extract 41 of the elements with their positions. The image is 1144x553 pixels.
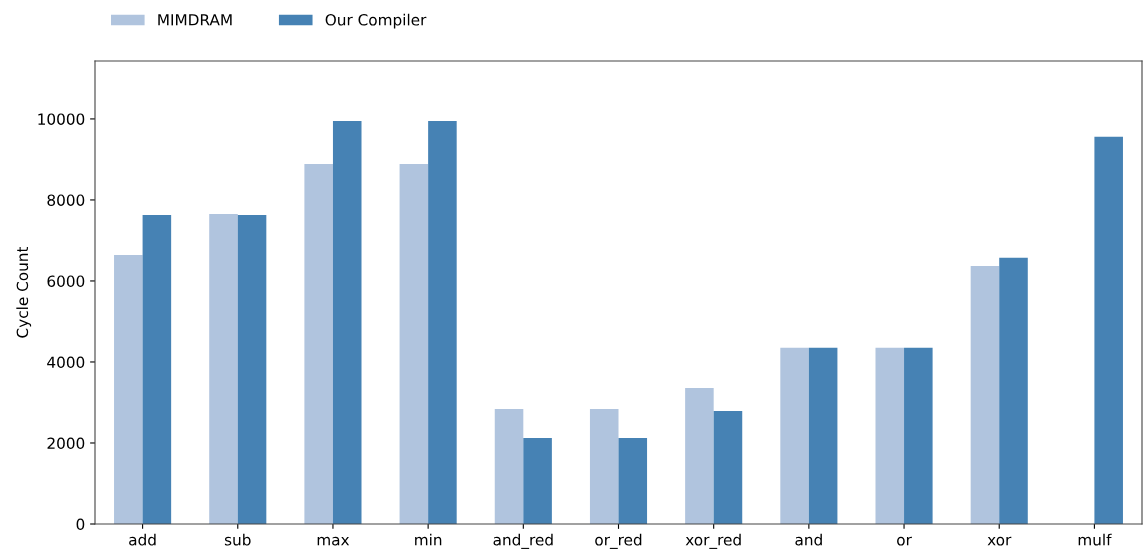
y-tick-label: 4000 <box>47 356 85 368</box>
x-tick-label: and_red <box>493 533 553 549</box>
bar <box>114 255 143 524</box>
bar <box>332 120 362 524</box>
x-tick-label: sub <box>224 533 251 546</box>
bar <box>142 214 172 524</box>
x-tick-label: xor_red <box>685 533 741 549</box>
x-tick-label: or <box>897 536 912 546</box>
y-tick-label: 10000 <box>38 113 85 125</box>
y-tick-label: 8000 <box>47 194 85 206</box>
legend-label: Our Compiler <box>325 13 427 29</box>
bar <box>618 438 648 524</box>
bar <box>399 163 429 524</box>
bar <box>713 410 743 524</box>
bar <box>685 387 714 524</box>
legend-label: MIMDRAM <box>158 14 232 26</box>
bar <box>1094 136 1123 524</box>
x-tick-label: min <box>415 533 442 546</box>
x-tick-label: max <box>317 536 350 546</box>
x-tick-label: or_red <box>595 533 642 549</box>
x-tick-label: mulf <box>1078 533 1112 546</box>
bar <box>589 408 619 524</box>
x-tick-label: add <box>129 533 156 546</box>
bar <box>523 438 552 524</box>
bar <box>304 163 333 524</box>
bar <box>970 265 1000 524</box>
bar <box>428 120 457 524</box>
bar <box>780 347 809 524</box>
y-tick-label: 6000 <box>47 275 85 287</box>
bar <box>875 347 905 524</box>
bar <box>904 347 933 524</box>
y-tick-label: 2000 <box>47 437 85 450</box>
x-tick-label: xor <box>987 536 1012 546</box>
bar <box>209 214 238 524</box>
bar <box>808 347 838 524</box>
x-tick-label: and <box>795 533 822 546</box>
bar <box>999 257 1028 524</box>
y-tick-label: 0 <box>76 518 85 531</box>
y-axis-title: Cycle Count <box>16 246 32 338</box>
bar <box>237 214 267 524</box>
bar <box>494 408 524 524</box>
